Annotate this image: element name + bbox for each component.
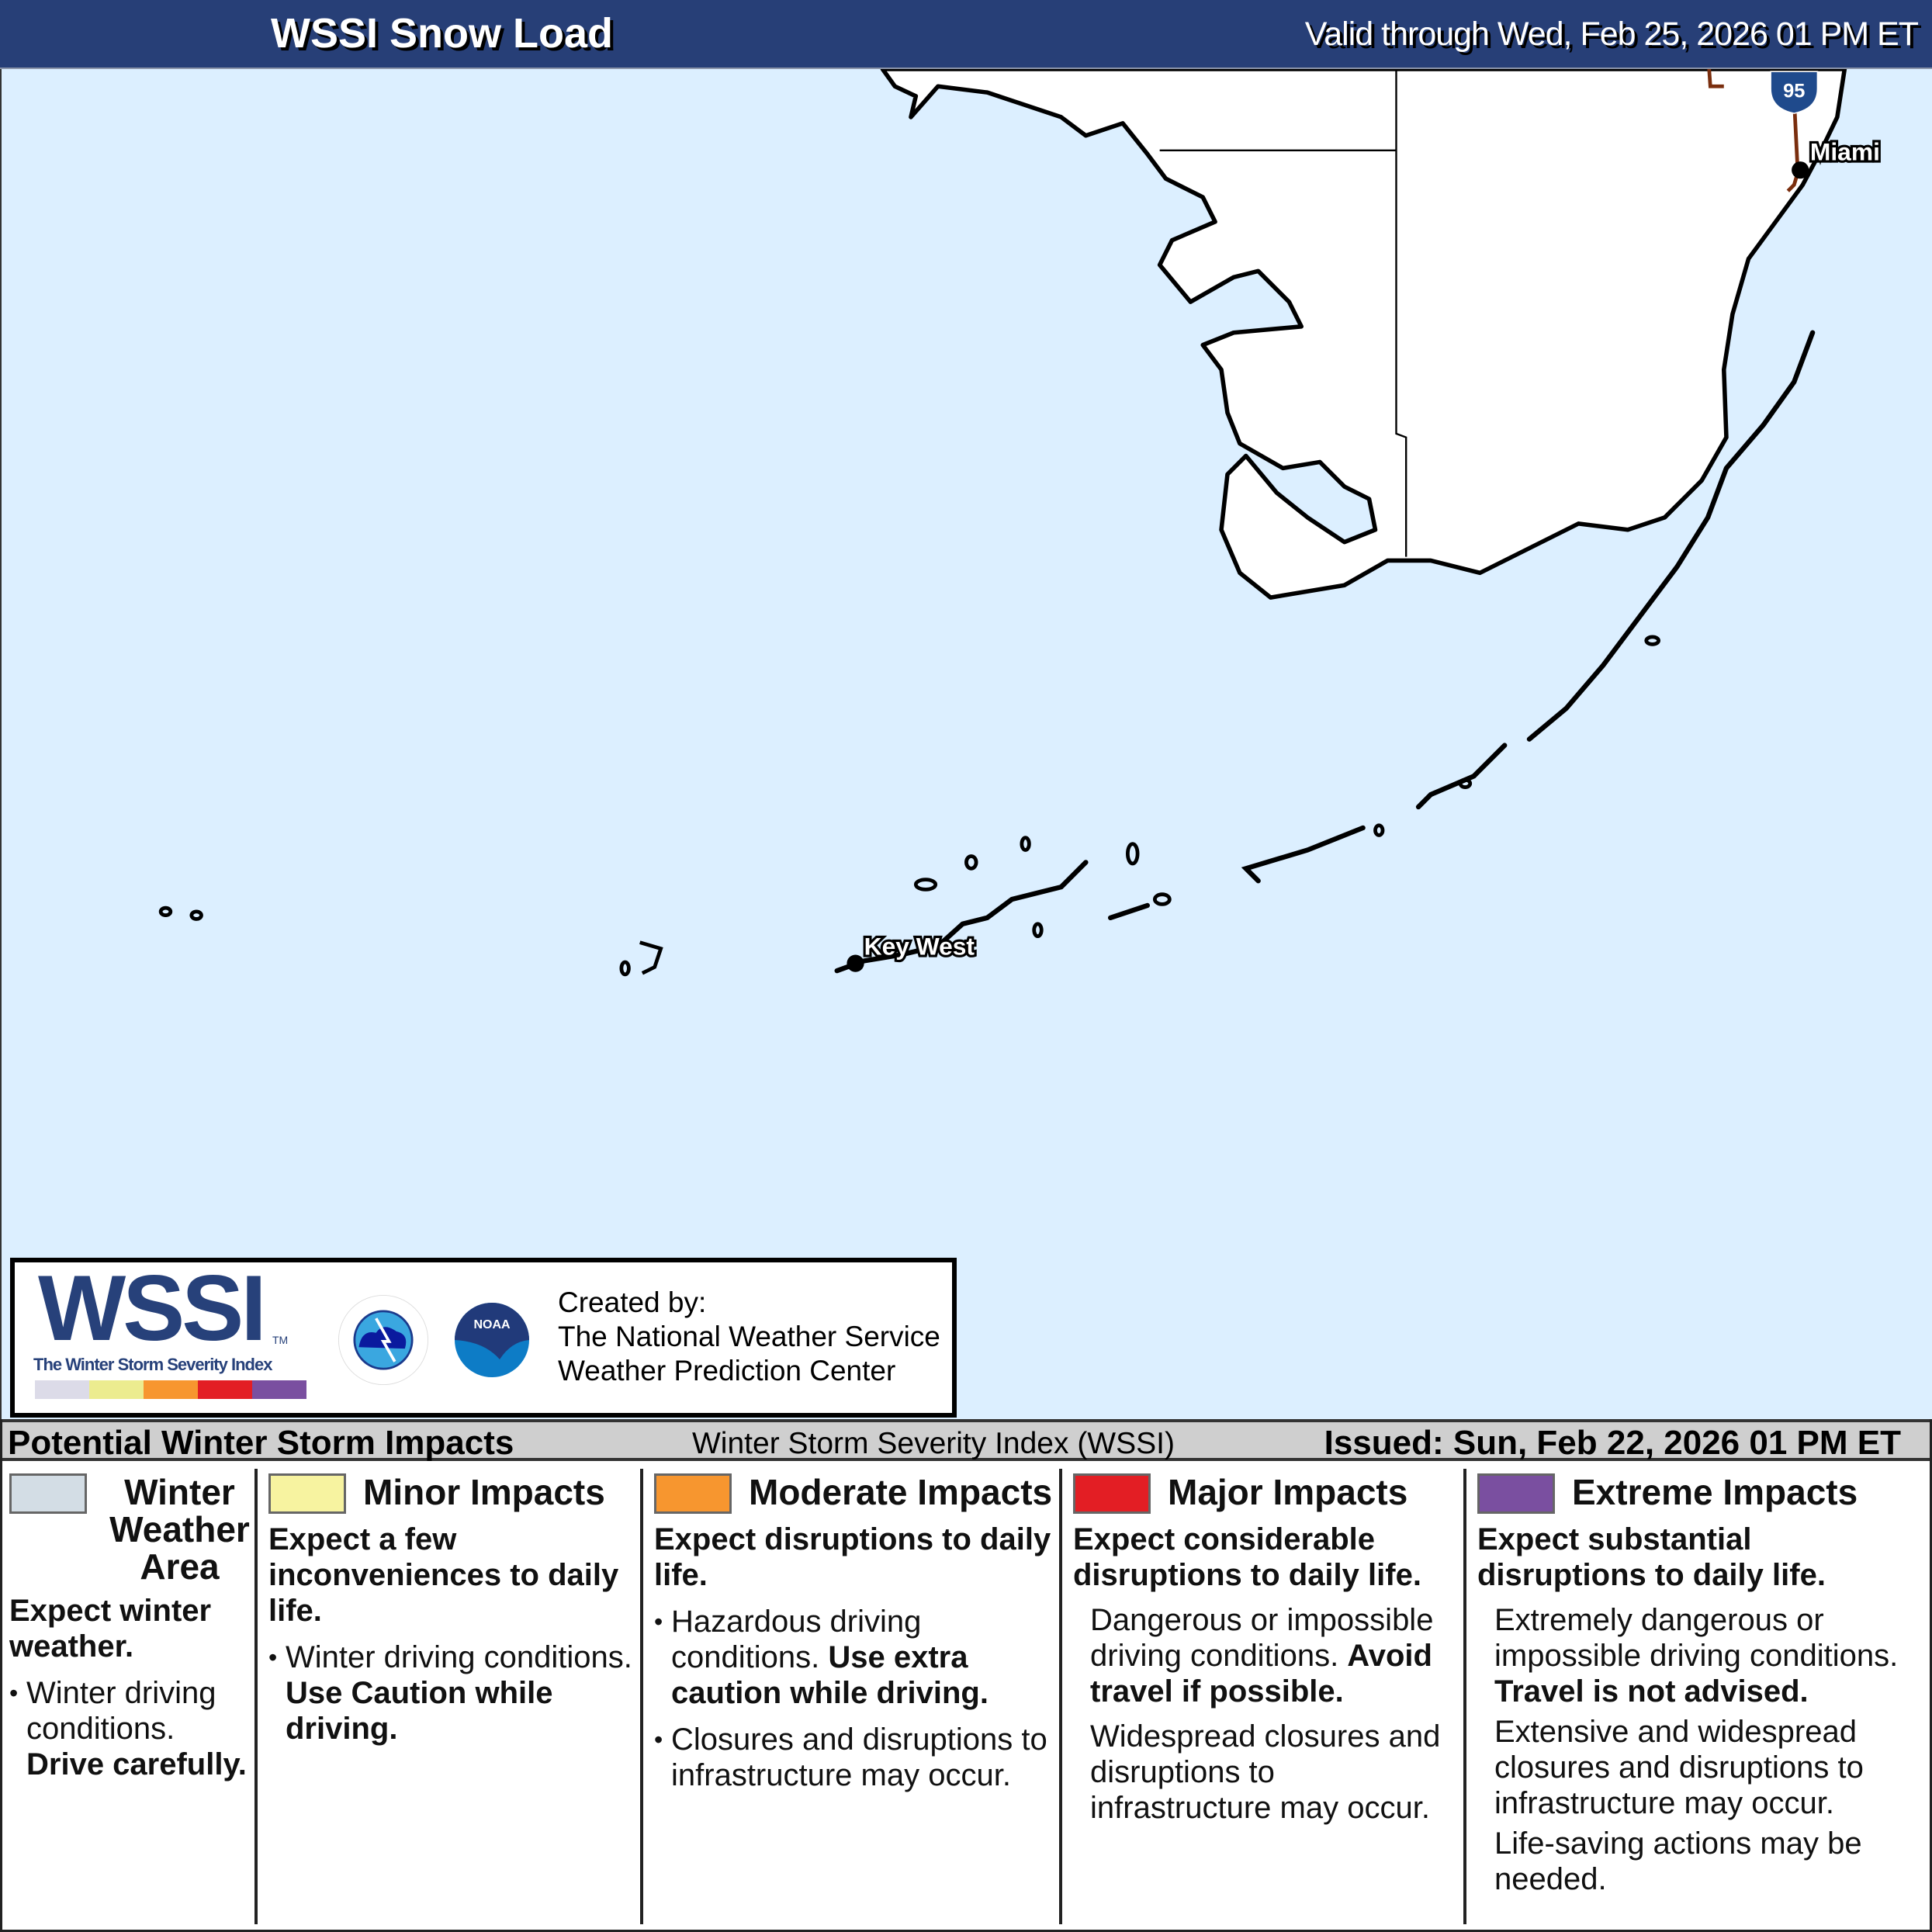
nws-logo-icon [338,1294,429,1386]
legend-lead: Expect disruptions to daily life. [654,1522,1051,1592]
legend-item: Winter driving conditions.Drive carefull… [9,1675,255,1782]
legend-item: Extensive and widespread closures and di… [1477,1714,1929,1821]
item-bold: Travel is not advised. [1494,1674,1809,1709]
key-west-dot [847,954,864,972]
item-bold: Drive carefully. [26,1747,247,1781]
i95-shield: 95 [1770,71,1819,114]
issued-time: Issued: Sun, Feb 22, 2026 01 PM ET [1324,1424,1901,1462]
small-islands [158,635,1661,977]
legend-minor: Minor Impacts Expect a few inconvenience… [262,1463,641,1932]
org-wpc: Weather Prediction Center [558,1355,896,1387]
index-name: Winter Storm Severity Index (WSSI) [692,1427,1175,1460]
map-canvas: 95 Miami Key West [158,69,1882,977]
florida-land [880,69,1847,600]
city-label-miami[interactable]: Miami [1808,135,1882,168]
county-line [1159,69,1407,557]
legend-winter-weather-area: Winter Weather Area Expect winter weathe… [3,1463,255,1932]
map-title: WSSI Snow Load [271,10,613,57]
legend-lead: Expect substantial disruptions to daily … [1477,1522,1826,1592]
swatch-minor [268,1473,346,1514]
valid-time: Valid through Wed, Feb 25, 2026 01 PM ET [1304,16,1919,53]
legend-major: Major Impacts Expect considerable disrup… [1067,1463,1464,1932]
created-by-label: Created by: [558,1286,707,1318]
bar-swatch [252,1380,306,1399]
noaa-logo-icon: NOAA [444,1292,540,1388]
swatch-major [1073,1473,1151,1514]
swatch-moderate [654,1473,732,1514]
bar-swatch [198,1380,252,1399]
item-text: Life-saving actions may be needed. [1494,1826,1862,1896]
header-bar: WSSI Snow Load Valid through Wed, Feb 25… [0,0,1932,69]
legend-lead: Expect considerable disruptions to daily… [1073,1522,1421,1592]
legend-extreme: Extreme Impacts Expect substantial disru… [1471,1463,1929,1932]
legend-lead: Expect winter weather. [9,1594,212,1664]
item-text: Winter driving conditions. [286,1640,632,1674]
impacts-header: Potential Winter Storm Impacts Winter St… [0,1419,1932,1462]
item-bold: Avoid travel if possible. [1090,1639,1432,1709]
legend-item: Widespread closures and disruptions to i… [1073,1719,1464,1826]
item-text: Closures and disruptions to infrastructu… [671,1723,1047,1792]
legend-item: Dangerous or impossible driving conditio… [1073,1602,1464,1709]
column-divider [1059,1469,1062,1924]
wssi-subtitle: The Winter Storm Severity Index [33,1355,272,1374]
bar-swatch [89,1380,144,1399]
legend-lead: Expect a few inconveniences to daily lif… [268,1522,619,1628]
impacts-title: Potential Winter Storm Impacts [8,1424,514,1462]
interstate-95 [1707,69,1800,192]
map-area[interactable]: 95 Miami Key West [0,69,1932,1419]
wssi-color-bar [35,1380,306,1399]
legend-label: Major Impacts [1168,1472,1408,1512]
item-bold: Use Caution while driving. [286,1676,553,1746]
column-divider [254,1469,258,1924]
created-by: Created by: The National Weather Service… [558,1286,940,1388]
item-text: Winter driving conditions. [26,1676,216,1746]
swatch-extreme [1477,1473,1555,1514]
item-bold: Use extra caution while driving. [671,1640,989,1710]
legend-label: Winter Weather Area [109,1472,250,1587]
item-text: Widespread closures and disruptions to i… [1090,1719,1441,1825]
legend-item: Extremely dangerous or impossible drivin… [1477,1602,1929,1709]
bar-swatch [144,1380,198,1399]
city-label-key-west[interactable]: Key West [861,930,977,962]
shield-number: 95 [1783,81,1805,102]
item-text: Hazardous driving conditions. [671,1605,922,1674]
florida-keys [834,330,1816,974]
miami-dot [1792,161,1809,179]
swatch-winter [9,1473,87,1514]
legend-item: Hazardous driving conditions. Use extra … [654,1604,1059,1711]
credits-box: WSSI TM The Winter Storm Severity Index … [10,1258,957,1418]
wssi-wordmark: WSSI [38,1256,267,1360]
item-text: Extremely dangerous or impossible drivin… [1494,1603,1899,1673]
column-divider [1463,1469,1466,1924]
legend-label: Moderate Impacts [749,1472,1053,1512]
legend-label: Minor Impacts [363,1472,605,1512]
item-text: Dangerous or impossible driving conditio… [1090,1603,1434,1673]
legend-item: Winter driving conditions. Use Caution w… [268,1639,641,1747]
trademark: TM [272,1334,289,1346]
legend-label: Extreme Impacts [1572,1472,1858,1512]
legend-item: Closures and disruptions to infrastructu… [654,1722,1059,1793]
legend-moderate: Moderate Impacts Expect disruptions to d… [648,1463,1059,1932]
bar-swatch [35,1380,89,1399]
item-text: Extensive and widespread closures and di… [1494,1715,1864,1820]
noaa-text: NOAA [473,1318,511,1331]
column-divider [640,1469,643,1924]
legend-item: Life-saving actions may be needed. [1477,1826,1929,1897]
org-nws: The National Weather Service [558,1321,940,1352]
